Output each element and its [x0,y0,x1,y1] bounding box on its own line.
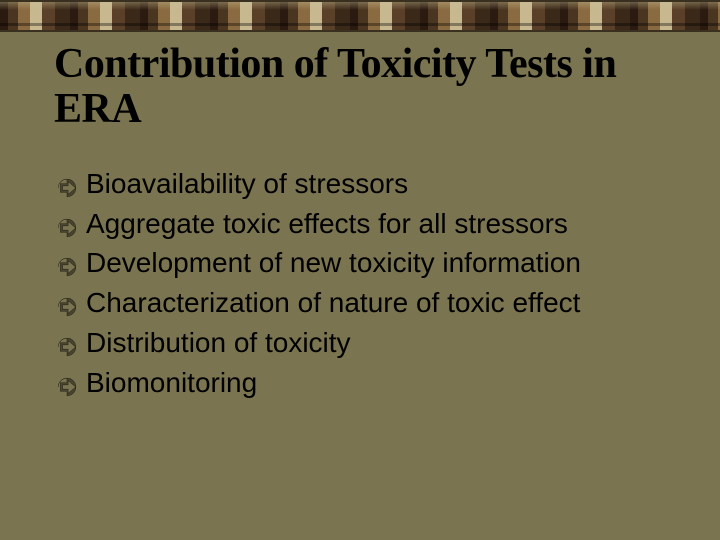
list-item: Development of new toxicity information [56,244,672,282]
bullet-text: Development of new toxicity information [86,244,672,282]
arrow-bullet-icon [56,171,82,201]
bullet-text: Distribution of toxicity [86,324,672,362]
decorative-top-band [0,0,720,32]
list-item: Distribution of toxicity [56,324,672,362]
arrow-bullet-icon [56,290,82,320]
bullet-text: Bioavailability of stressors [86,165,672,203]
arrow-bullet-icon [56,211,82,241]
list-item: Characterization of nature of toxic effe… [56,284,672,322]
slide-title: Contribution of Toxicity Tests in ERA [54,42,672,133]
list-item: Biomonitoring [56,364,672,402]
slide-content: Contribution of Toxicity Tests in ERA Bi… [0,32,720,402]
bullet-text: Aggregate toxic effects for all stressor… [86,205,672,243]
bullet-text: Biomonitoring [86,364,672,402]
bullet-list: Bioavailability of stressors Aggregate t… [54,165,672,402]
arrow-bullet-icon [56,330,82,360]
list-item: Aggregate toxic effects for all stressor… [56,205,672,243]
list-item: Bioavailability of stressors [56,165,672,203]
arrow-bullet-icon [56,370,82,400]
arrow-bullet-icon [56,250,82,280]
bullet-text: Characterization of nature of toxic effe… [86,284,672,322]
